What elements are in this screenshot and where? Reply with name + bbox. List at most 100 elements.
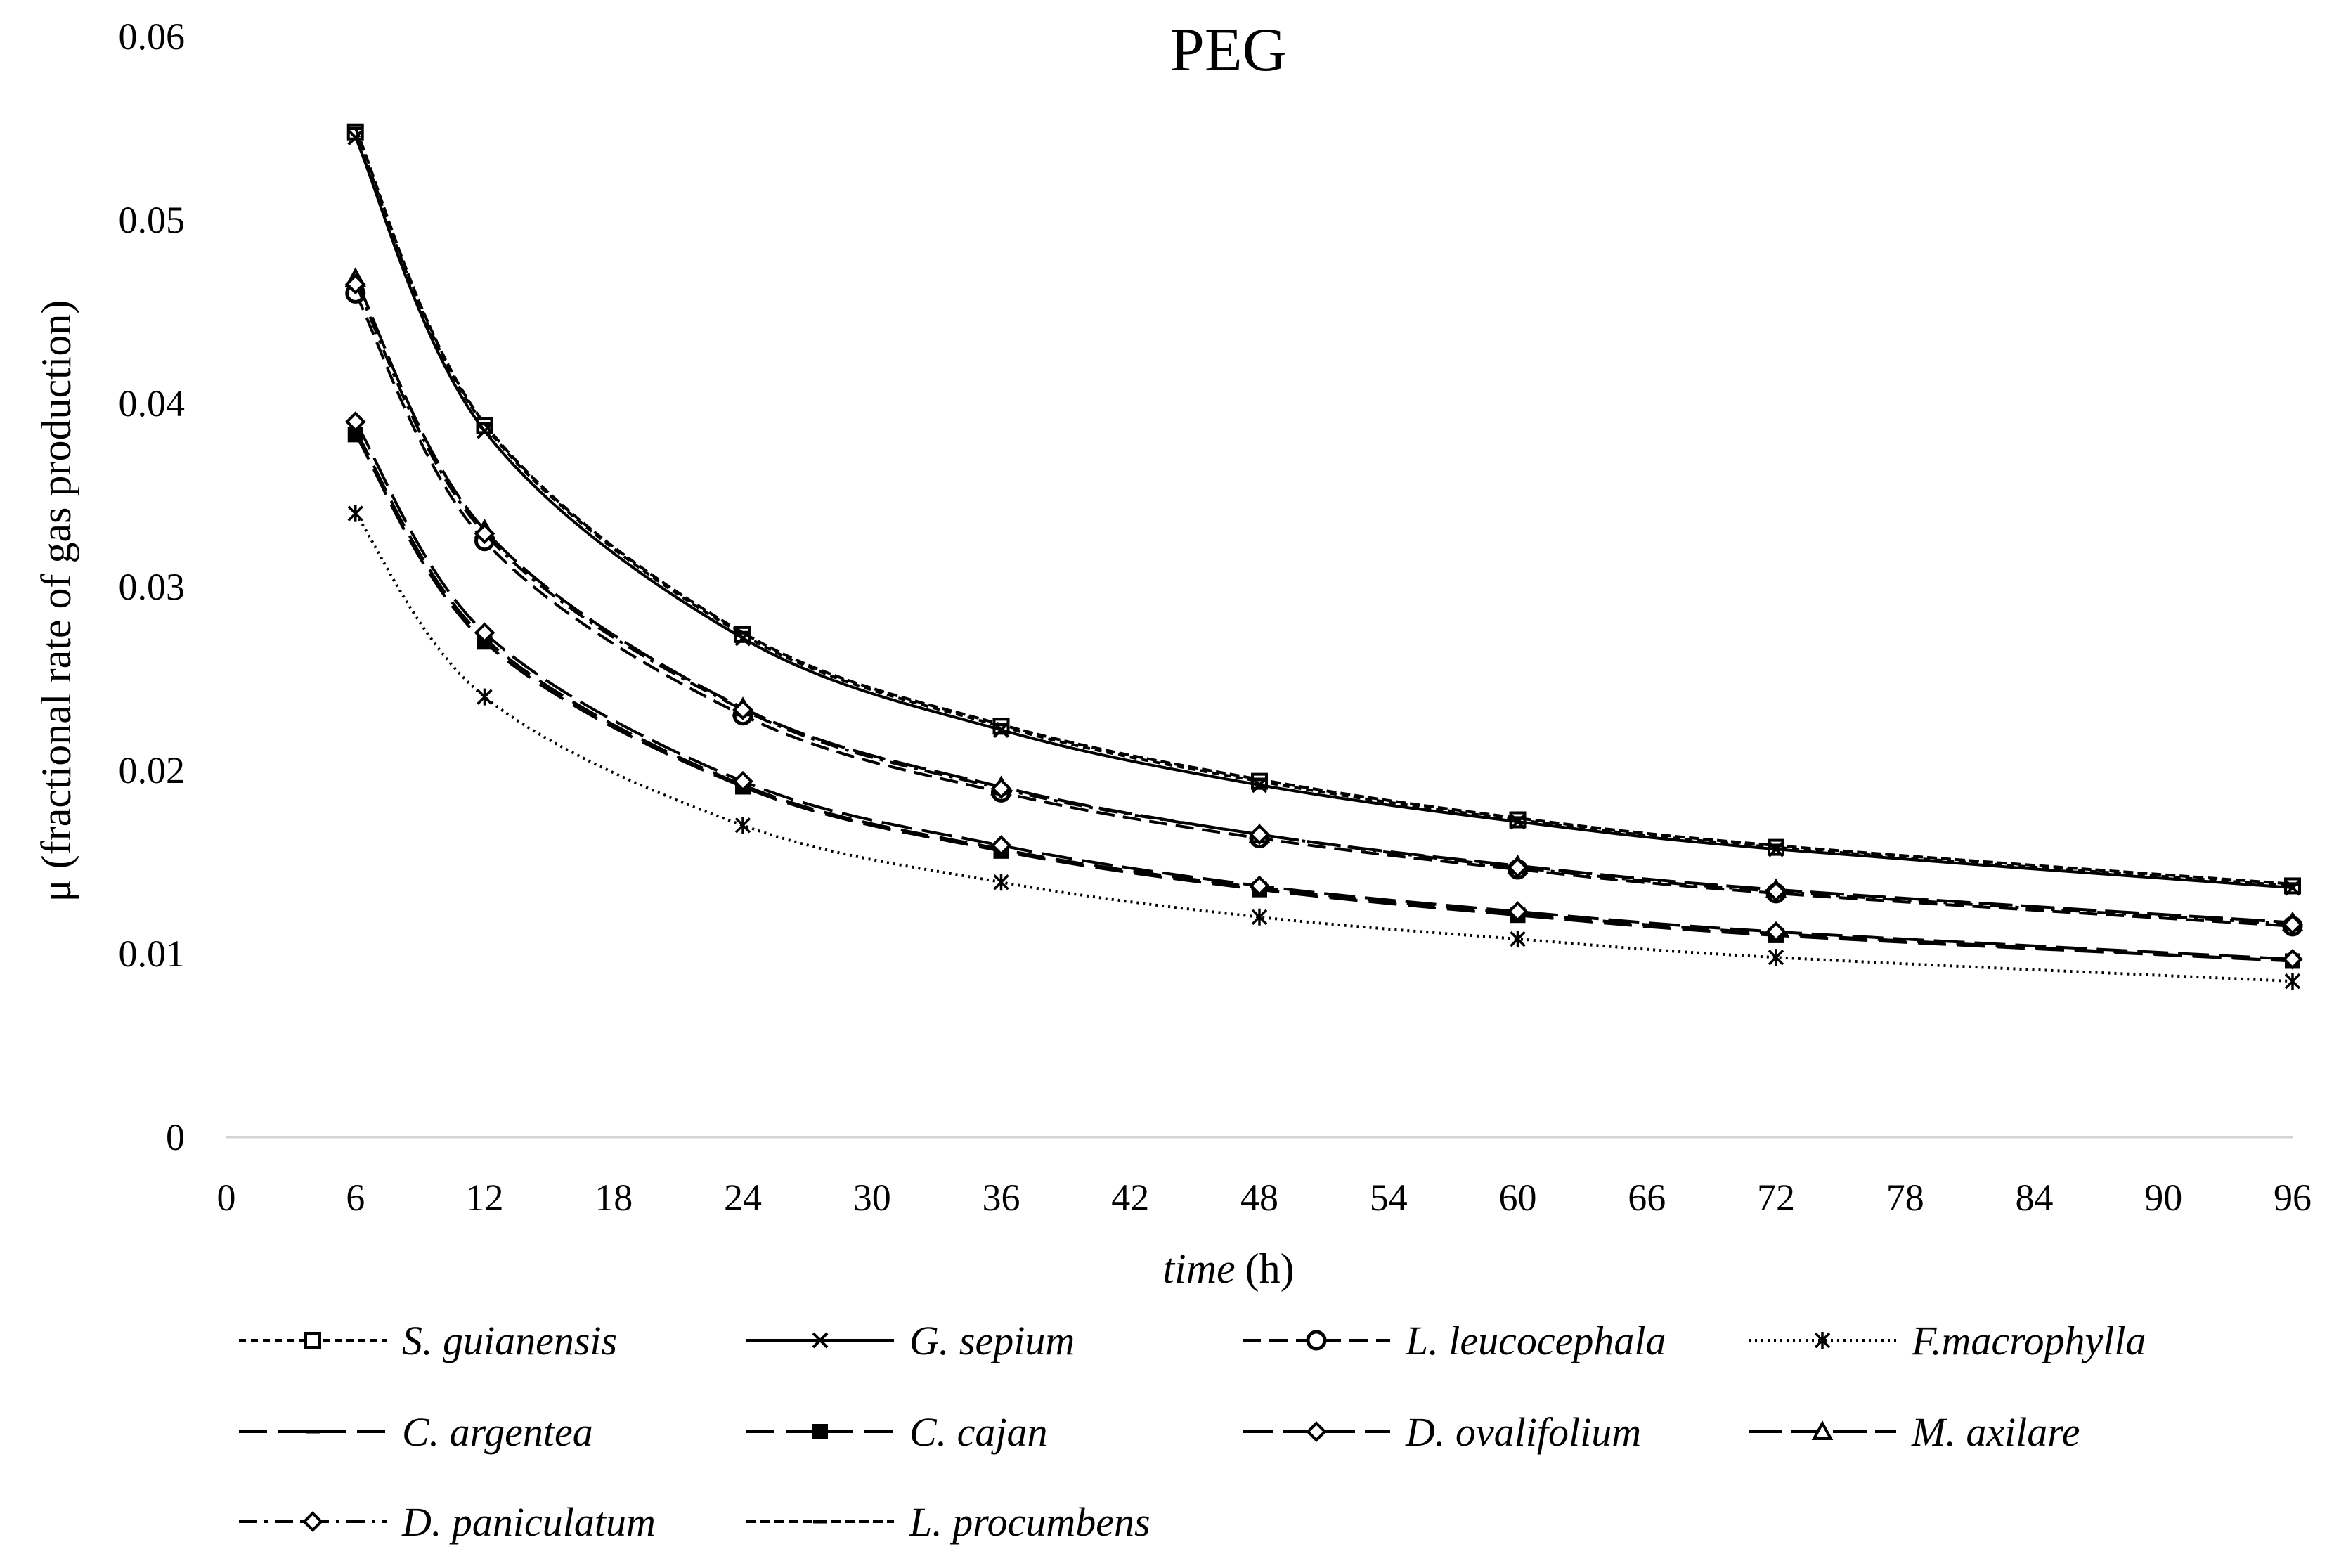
legend-label: F.macrophylla: [1911, 1318, 2146, 1363]
y-tick-label: 0.05: [119, 199, 186, 241]
legend-label: D. ovalifolium: [1405, 1409, 1641, 1455]
data-point: [344, 273, 366, 295]
data-point: [477, 688, 493, 706]
legend-item: C. argentea: [239, 1409, 593, 1455]
x-tick-label: 30: [853, 1177, 891, 1219]
series-l-procumbens: [348, 127, 2300, 886]
series-line: [354, 430, 2293, 963]
x-tick-label: 18: [595, 1177, 633, 1219]
y-tick-label: 0: [166, 1116, 185, 1158]
data-point: [1510, 931, 1526, 948]
legend-label: L. leucocephala: [1405, 1318, 1666, 1363]
data-point: [1765, 921, 1787, 942]
legend-label: S. guianensis: [402, 1318, 617, 1363]
series-g-sepium: [347, 129, 2301, 896]
legend-marker: [1811, 1420, 1834, 1440]
x-tick-label: 78: [1886, 1177, 1924, 1219]
y-tick-label: 0.02: [119, 749, 186, 791]
legend-item: C. cajan: [746, 1409, 1048, 1455]
series-layer: [344, 123, 2304, 990]
legend-label: C. cajan: [909, 1409, 1048, 1455]
legend-item: L. procumbens: [746, 1499, 1150, 1545]
series-line: [354, 512, 2293, 983]
x-tick-label: 90: [2144, 1177, 2182, 1219]
data-point: [474, 523, 495, 545]
series-line: [354, 292, 2293, 928]
y-tick-label: 0.03: [119, 566, 186, 608]
legend-label: D. paniculatum: [401, 1499, 656, 1545]
series-c-cajan: [347, 427, 2300, 969]
x-tick-label: 6: [346, 1177, 365, 1219]
x-axis-title-variable: time: [1162, 1245, 1235, 1292]
series-l-leucocephala: [345, 283, 2303, 937]
x-tick-label: 12: [466, 1177, 504, 1219]
data-point: [1768, 949, 1784, 966]
series-line: [354, 278, 2293, 924]
legend-item: D. ovalifolium: [1243, 1409, 1641, 1455]
legend-label: G. sepium: [909, 1318, 1075, 1363]
legend-item: G. sepium: [746, 1318, 1075, 1363]
data-point: [732, 770, 753, 792]
series-d-paniculatum: [344, 273, 2303, 935]
legend-label: C. argentea: [402, 1409, 593, 1455]
legend-item: F.macrophylla: [1749, 1318, 2146, 1363]
series-line: [354, 136, 2293, 889]
legend-marker: [1306, 1330, 1327, 1351]
data-point: [734, 817, 751, 834]
series-line: [354, 131, 2293, 888]
y-axis-title: μ (fractional rate of gas production): [33, 300, 79, 902]
data-point: [1249, 824, 1270, 845]
data-point: [477, 422, 493, 439]
data-point: [732, 699, 753, 720]
data-point: [1249, 875, 1270, 897]
series-line: [354, 421, 2293, 961]
y-tick-label: 0.06: [119, 15, 186, 58]
series-line: [354, 283, 2293, 926]
data-point: [993, 874, 1009, 891]
data-point: [1507, 901, 1529, 922]
legend-marker: [1306, 1421, 1327, 1442]
data-point: [344, 411, 366, 432]
series-line: [354, 127, 2293, 886]
legend-marker: [812, 1332, 829, 1349]
x-axis-tick-labels: 0 6 12 18 24 30 36 42 48 54 60 66 72 78 84 90 96: [217, 1177, 2312, 1219]
series-s-guianensis: [346, 123, 2301, 895]
x-tick-label: 72: [1757, 1177, 1795, 1219]
data-point: [1507, 857, 1529, 879]
data-point: [2282, 914, 2303, 935]
legend-marker: [812, 1424, 828, 1439]
legend-item: M. axilare: [1749, 1409, 2080, 1455]
legend: S. guianensis G. sepium L. leucocephala F.m…: [239, 1318, 2146, 1545]
series-f-macrophylla: [347, 505, 2301, 990]
data-point: [1251, 908, 1268, 926]
x-axis-title-unit: (h): [1245, 1245, 1295, 1292]
legend-label: M. axilare: [1911, 1409, 2080, 1455]
legend-marker: [304, 1332, 321, 1349]
legend-marker: [1814, 1332, 1831, 1349]
y-tick-label: 0.04: [119, 382, 186, 425]
y-axis-tick-labels: 0 0.01 0.02 0.03 0.04 0.05 0.06: [119, 15, 186, 1158]
chart-title: PEG: [1170, 16, 1287, 84]
y-tick-label: 0.01: [119, 933, 186, 975]
series-c-argentea: [348, 429, 2300, 963]
x-tick-label: 36: [983, 1177, 1020, 1219]
data-point: [347, 505, 363, 522]
series-d-ovalifolium: [344, 411, 2303, 970]
legend-marker: [302, 1511, 323, 1532]
data-point: [1765, 881, 1787, 902]
x-tick-label: 54: [1370, 1177, 1408, 1219]
x-tick-label: 96: [2274, 1177, 2312, 1219]
series-line: [354, 434, 2293, 963]
x-tick-label: 42: [1111, 1177, 1149, 1219]
data-point: [990, 778, 1012, 799]
x-tick-label: 24: [724, 1177, 762, 1219]
data-point: [2284, 973, 2301, 990]
data-point: [474, 622, 495, 644]
x-tick-label: 84: [2016, 1177, 2054, 1219]
data-point: [2282, 949, 2303, 970]
x-axis-title: time (h): [1162, 1245, 1294, 1292]
series-m-axilare: [344, 267, 2304, 931]
x-tick-label: 48: [1240, 1177, 1278, 1219]
legend-label: L. procumbens: [909, 1499, 1150, 1545]
